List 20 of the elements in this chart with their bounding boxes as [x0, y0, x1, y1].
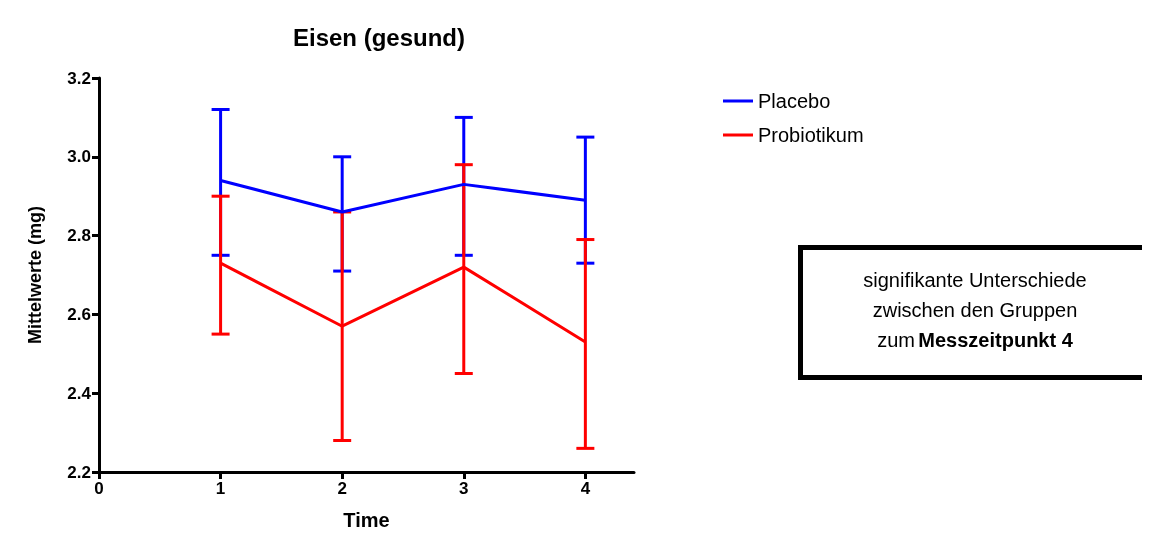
- legend-label: Probiotikum: [758, 124, 864, 146]
- x-tick-label: 3: [459, 479, 469, 498]
- legend-label: Placebo: [758, 90, 831, 112]
- y-axis-title: Mittelwerte (mg): [25, 205, 45, 345]
- x-tick-label: 0: [94, 479, 104, 498]
- text: Messzeitpunkt 4: [918, 329, 1074, 351]
- text: zum: [877, 329, 915, 351]
- y-tick-label: 3.0: [67, 147, 91, 167]
- y-tick-label: 3.2: [67, 68, 91, 88]
- x-tick-label: 1: [215, 479, 226, 498]
- chart-title: Eisen (gesund): [292, 23, 466, 51]
- y-tick-label: 2.4: [67, 383, 92, 403]
- x-tick-label: 4: [580, 479, 591, 498]
- y-tick-label: 2.6: [67, 304, 91, 324]
- x-axis-title: Time: [343, 509, 390, 531]
- x-tick-label: 2: [337, 479, 347, 498]
- y-tick-label: 2.8: [67, 226, 91, 246]
- text: zwischen den Gruppen: [872, 299, 1078, 321]
- text: signifikante Unterschiede: [863, 269, 1087, 291]
- y-tick-label: 2.2: [67, 462, 91, 482]
